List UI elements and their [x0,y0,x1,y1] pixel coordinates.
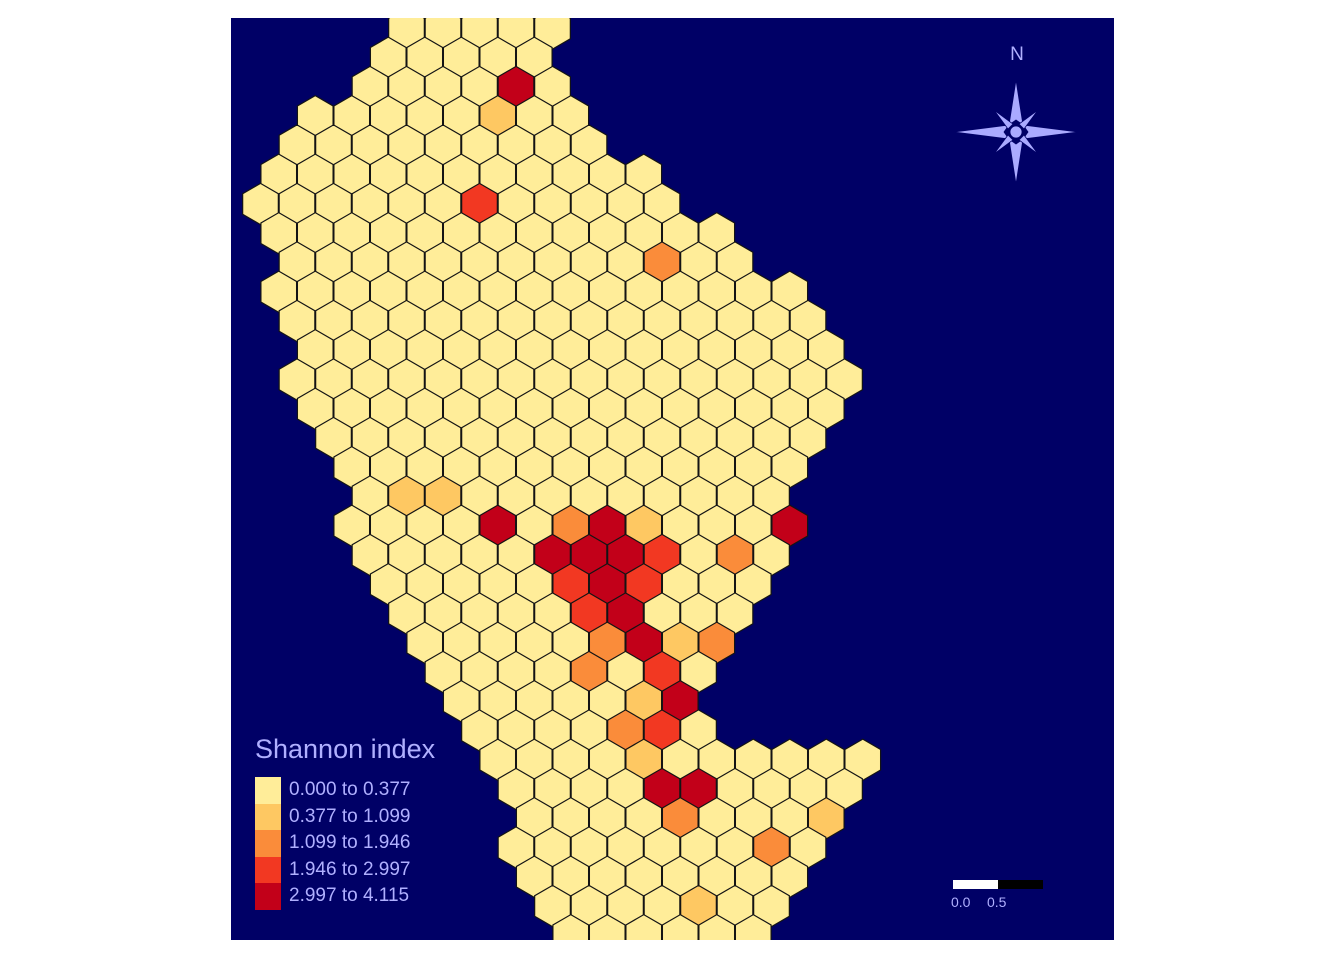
legend: Shannon index 0.000 to 0.377 0.377 to 1.0… [255,734,435,910]
scale-bar-segment-black [998,880,1043,889]
legend-label: 0.377 to 1.099 [289,805,411,827]
legend-label: 1.099 to 1.946 [289,832,411,854]
hex-cell [661,913,699,940]
legend-title: Shannon index [255,734,436,764]
hex-cell [552,913,590,940]
legend-rows: 0.000 to 0.377 0.377 to 1.099 1.099 to 1.9… [255,777,435,910]
scale-label-1: 0.5 [987,894,1007,910]
legend-row: 1.946 to 2.997 [255,856,435,883]
hex-cell [625,913,663,940]
hex-cell [734,913,772,940]
hex-cell [698,913,736,940]
legend-row: 2.997 to 4.115 [255,883,435,910]
legend-swatch [255,856,281,883]
compass-rose-icon [953,79,1079,185]
scale-bar-segment-white [953,880,998,889]
legend-label: 0.000 to 0.377 [289,779,411,801]
map-panel: N Shannon index 0.000 to 0.377 0.377 to 1… [231,18,1114,940]
scale-label-0: 0.0 [951,894,971,910]
legend-label: 2.997 to 4.115 [289,885,410,907]
legend-swatch [255,830,281,857]
hex-grid-layer [242,18,882,940]
legend-label: 1.946 to 2.997 [289,858,411,880]
hex-cell [588,913,626,940]
legend-swatch [255,883,281,910]
legend-row: 1.099 to 1.946 [255,830,435,857]
legend-row: 0.000 to 0.377 [255,777,435,804]
legend-swatch [255,777,281,804]
north-label: N [1010,44,1024,65]
legend-row: 0.377 to 1.099 [255,803,435,830]
scale-bar: 0.0 0.5 [951,880,1063,916]
legend-swatch [255,803,281,830]
